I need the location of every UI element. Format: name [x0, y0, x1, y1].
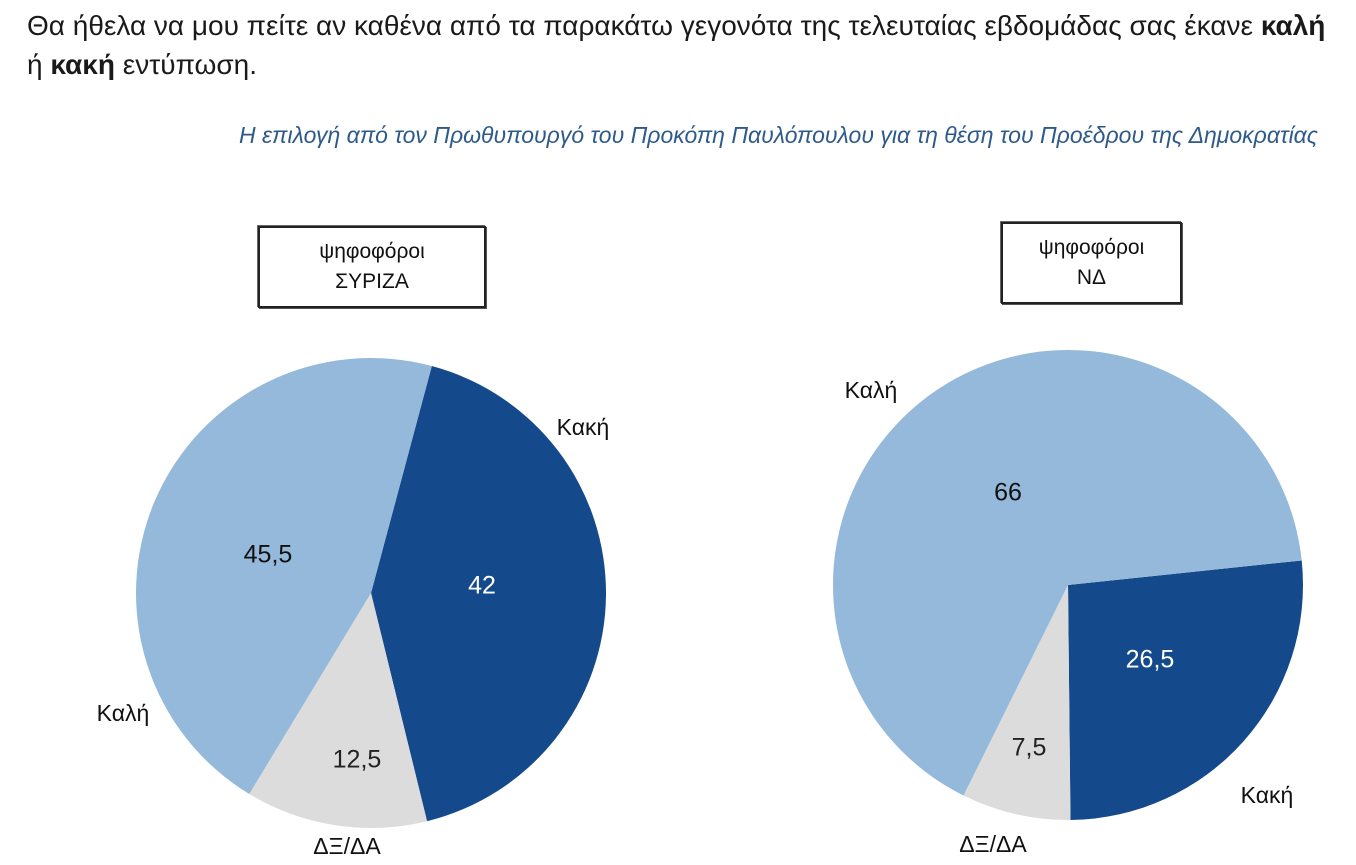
syriza-box-line-2: ΣΥΡΙΖΑ: [335, 270, 409, 293]
slice-category-label: Καλή: [845, 377, 898, 403]
question-bold-good: καλή: [1260, 10, 1326, 41]
pie-chart-nd: 26,5 Κακή 7,5 ΔΞ/ΔΑ 66 Καλή: [832, 349, 1303, 857]
pie-slice-good: [832, 349, 1302, 796]
slice-value-label: 7,5: [1012, 734, 1047, 762]
slice-category-label: Κακή: [557, 414, 610, 440]
pie-slice-bad: [1068, 560, 1303, 820]
slice-value-label: 12,5: [333, 746, 382, 774]
pie-slice-dk: [963, 585, 1071, 821]
pie-slice-bad: [371, 366, 607, 822]
pie-slice-dk: [249, 593, 428, 829]
question-text: Θα ήθελα να μου πείτε αν καθένα από τα π…: [27, 6, 1327, 84]
syriza-voters-box: ψηφοφόροι ΣΥΡΙΖΑ: [258, 226, 486, 308]
nd-box-line-2: ΝΔ: [1076, 266, 1107, 289]
chart-subtitle: Η επιλογή από τον Πρωθυπουργό του Προκόπ…: [238, 122, 1318, 148]
nd-box-line-1: ψηφοφόροι: [1038, 236, 1145, 259]
nd-voters-box: ψηφοφόροι ΝΔ: [1001, 222, 1182, 304]
slice-category-label: ΔΞ/ΔΑ: [313, 833, 381, 859]
pie-chart-syriza: 42 Κακή 12,5 ΔΞ/ΔΑ 45,5 Καλή: [97, 358, 610, 859]
slice-value-label: 45,5: [244, 541, 293, 569]
syriza-box-line-1: ψηφοφόροι: [319, 240, 425, 263]
slice-value-label: 42: [468, 572, 496, 600]
slice-value-label: 66: [994, 479, 1022, 507]
slice-category-label: ΔΞ/ΔΑ: [959, 831, 1027, 857]
question-part-3: εντύπωση.: [114, 49, 258, 80]
pie-slice-good: [136, 358, 432, 795]
question-bold-bad: κακή: [50, 49, 115, 80]
question-part-1: Θα ήθελα να μου πείτε αν καθένα από τα π…: [27, 10, 1261, 41]
slice-category-label: Κακή: [1241, 782, 1294, 808]
question-part-2: ή: [27, 49, 51, 80]
slice-category-label: Καλή: [97, 700, 150, 726]
slice-value-label: 26,5: [1126, 646, 1175, 674]
